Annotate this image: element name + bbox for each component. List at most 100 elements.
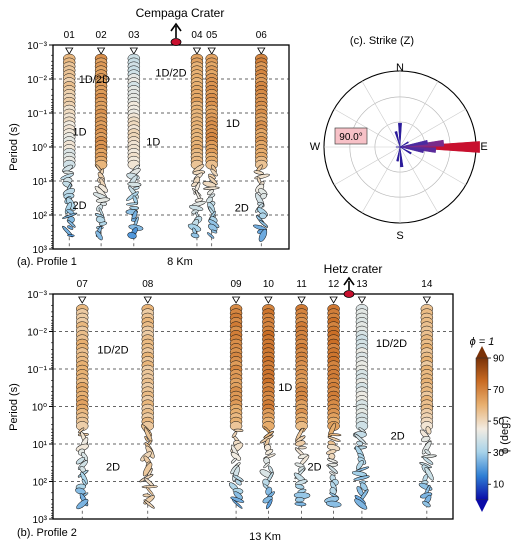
cempaga-crater-marker-icon xyxy=(170,22,182,46)
profile-1-y-ticks: 10⁻³ 10⁻² 10⁻¹ 10⁰ 10¹ 10² 10³ xyxy=(27,41,53,256)
strike-rose-panel: (c). Strike (Z) N E S W 90.0° xyxy=(310,35,488,242)
station-01: 01 xyxy=(60,30,78,249)
profile-2-y-ticks: 10⁻³ 10⁻² 10⁻¹ 10⁰ 10¹ 10² 10³ xyxy=(27,290,53,526)
rose-petal xyxy=(399,146,412,155)
profile-1-stations: 01 02 03 04 05 06 xyxy=(60,30,270,249)
phase-tensor-ellipse xyxy=(210,229,218,234)
station-triangle-icon xyxy=(257,47,266,55)
phase-tensor-ellipse xyxy=(95,216,106,224)
y-tick-label: 10⁻² xyxy=(27,328,47,339)
phase-tensor-ellipse xyxy=(75,457,86,465)
rose-highlight-box xyxy=(334,127,368,145)
phase-tensor-ellipse xyxy=(327,464,338,474)
station-triangle-icon xyxy=(231,296,241,304)
phase-tensor-ellipse xyxy=(265,498,273,510)
phase-tensor-ellipse xyxy=(126,202,139,206)
phase-tensor-ellipse xyxy=(62,164,73,173)
colorbar-tick-label: 30 xyxy=(493,448,505,459)
colorbar-bottom-arrow xyxy=(476,500,488,512)
y-tick-label: 10⁻³ xyxy=(27,290,47,301)
station-triangle-icon xyxy=(329,296,338,304)
station-triangle-icon xyxy=(143,296,152,304)
station-06: 06 xyxy=(252,30,270,249)
colorbar-tick-label: 70 xyxy=(493,385,505,396)
station-triangle-icon xyxy=(357,296,367,304)
y-tick-label: 10⁻² xyxy=(27,75,47,86)
phase-tensor-ellipse xyxy=(329,433,342,437)
regime-annotation: 1D xyxy=(146,137,160,149)
rose-petal xyxy=(395,146,401,148)
rose-spoke xyxy=(399,108,466,148)
phase-tensor-ellipse xyxy=(294,501,307,507)
profile-1-annotations: 1D/2D 1D/2D 1D 1D 1D 2D 2D xyxy=(73,68,249,215)
phase-tensor-ellipse xyxy=(230,496,245,503)
phase-tensor-ellipse xyxy=(190,232,200,239)
station-13: 13 xyxy=(351,279,370,519)
regime-annotation: 2D xyxy=(235,202,249,214)
station-12: 12 xyxy=(324,279,342,519)
phase-tensor-ellipse xyxy=(206,189,214,196)
profile-2-annotations: 1D/2D 1D/2D 1D 2D 2D 2D xyxy=(97,338,407,474)
regime-annotation: 1D xyxy=(73,126,87,138)
profile-1-distance-label: 8 Km xyxy=(167,256,193,268)
regime-annotation: 1D xyxy=(278,382,292,394)
station-triangle-icon xyxy=(129,47,139,55)
station-07: 07 xyxy=(75,279,89,519)
profile-2-grid xyxy=(53,331,453,482)
profile-2-stations: 07 08 09 10 11 12 13 14 xyxy=(75,279,437,519)
profile-1-y-axis-label: Period (s) xyxy=(8,123,20,171)
colorbar-tick-label: 10 xyxy=(493,480,505,491)
phase-tensor-ellipse xyxy=(231,431,238,438)
phase-tensor-ellipse xyxy=(258,229,268,242)
phase-tensor-ellipse xyxy=(425,426,432,435)
phase-tensor-ellipse xyxy=(127,181,142,187)
phase-tensor-ellipse xyxy=(232,499,243,509)
regime-annotation: 2D xyxy=(391,431,405,443)
phase-tensor-ellipse xyxy=(142,493,151,498)
colorbar-ticks: 10 30 50 70 90 xyxy=(488,354,505,491)
phase-tensor-ellipse xyxy=(235,479,242,486)
station-triangle-icon xyxy=(192,47,202,55)
y-tick-label: 10⁰ xyxy=(32,403,47,414)
phase-tensor-ellipse xyxy=(422,456,434,465)
station-triangle-icon xyxy=(96,47,106,55)
station-triangle-icon xyxy=(264,296,273,304)
station-02: 02 xyxy=(92,30,111,249)
regime-annotation: 1D/2D xyxy=(376,338,407,350)
phase-tensor-ellipse xyxy=(67,225,74,230)
station-label: 06 xyxy=(256,30,268,41)
regime-annotation: 2D xyxy=(308,462,322,474)
rose-spoke xyxy=(361,81,401,148)
rose-petal xyxy=(399,139,429,148)
phase-tensor-ellipse xyxy=(294,440,306,447)
station-label: 13 xyxy=(356,279,368,290)
phase-tensor-ellipse xyxy=(424,449,431,455)
station-label: 03 xyxy=(128,30,140,41)
station-05: 05 xyxy=(202,30,220,249)
station-label: 10 xyxy=(263,279,275,290)
phase-tensor-ellipse xyxy=(132,195,139,205)
y-tick-label: 10⁻³ xyxy=(27,41,47,52)
phase-tensor-ellipse xyxy=(143,499,155,509)
y-tick-label: 10² xyxy=(33,478,48,489)
profile-1-crater-label: Cempaga Crater xyxy=(136,6,225,20)
rose-petals xyxy=(394,122,480,168)
phase-tensor-ellipse xyxy=(95,230,103,241)
rose-south-label: S xyxy=(396,230,403,242)
station-04: 04 xyxy=(187,30,206,249)
phase-tensor-ellipse xyxy=(294,462,305,468)
regime-annotation: 2D xyxy=(106,462,120,474)
phase-tensor-ellipse xyxy=(351,470,368,477)
station-triangle-icon xyxy=(297,296,306,304)
phase-tensor-ellipse xyxy=(81,479,87,486)
station-label: 04 xyxy=(191,30,203,41)
y-tick-label: 10¹ xyxy=(33,440,48,451)
colorbar-bar xyxy=(475,357,489,501)
rose-spoke xyxy=(334,146,401,186)
station-label: 07 xyxy=(77,279,89,290)
rose-spoke xyxy=(361,146,401,213)
rose-spoke xyxy=(399,146,439,213)
phase-tensor-ellipse xyxy=(356,460,364,470)
regime-annotation: 1D/2D xyxy=(97,344,128,356)
rose-petal xyxy=(399,141,409,148)
